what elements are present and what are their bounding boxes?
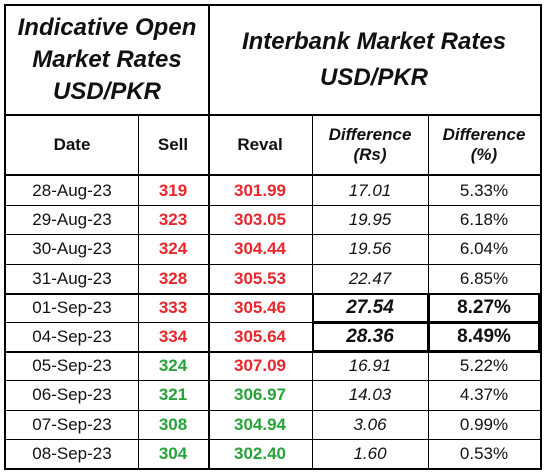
highlight-box xyxy=(312,292,429,323)
column-header-text: Difference xyxy=(328,125,412,144)
cell-dpct: 6.04% xyxy=(459,239,509,259)
cell-drs: 17.01 xyxy=(348,181,392,200)
cell-dpct: 6.18% xyxy=(459,210,509,230)
column-header-difference-pct: Difference (%) xyxy=(428,116,540,174)
highlight-box xyxy=(428,292,540,323)
cell-date: 31-Aug-23 xyxy=(32,268,112,288)
cell-reval: 305.46 xyxy=(234,297,286,317)
cell-reval: 307.09 xyxy=(234,356,286,376)
cell-dpct: 4.37% xyxy=(459,385,509,405)
cell-drs: 22.47 xyxy=(348,268,392,288)
cell-sell: 328 xyxy=(158,268,188,288)
cell-sell: 304 xyxy=(158,443,188,463)
rates-table: Indicative Open Market Rates USD/PKR Int… xyxy=(4,4,542,470)
column-header-text: (Rs) xyxy=(353,145,387,164)
column-header-text: Difference xyxy=(442,125,526,144)
cell-dpct: 5.22% xyxy=(459,356,509,376)
column-header-text: (%) xyxy=(470,145,498,164)
cell-dpct: 8.49% xyxy=(457,326,511,347)
row-divider xyxy=(6,409,540,411)
column-divider xyxy=(428,116,429,468)
cell-drs: 28.36 xyxy=(346,326,394,347)
cell-dpct: 5.33% xyxy=(459,181,509,200)
row-divider xyxy=(6,438,540,440)
row-divider xyxy=(6,351,540,354)
cell-reval: 304.44 xyxy=(234,239,286,259)
row-divider xyxy=(6,263,540,265)
column-header-date: Date xyxy=(6,116,138,174)
column-divider xyxy=(312,116,313,468)
cell-drs: 16.91 xyxy=(348,356,392,376)
cell-sell: 321 xyxy=(158,385,188,405)
cell-drs: 19.95 xyxy=(348,210,392,230)
cell-drs: 3.06 xyxy=(353,414,387,434)
row-divider xyxy=(6,234,540,236)
cell-date: 08-Sep-23 xyxy=(32,443,112,463)
cell-reval: 302.40 xyxy=(234,443,286,463)
cell-drs: 14.03 xyxy=(348,385,392,405)
column-header-text: Reval xyxy=(237,135,283,154)
cell-date: 07-Sep-23 xyxy=(32,414,112,434)
header-divider xyxy=(6,114,540,116)
row-divider xyxy=(6,322,540,323)
cell-sell: 334 xyxy=(158,327,188,346)
header-line: Interbank Market Rates xyxy=(241,28,507,55)
header-line: Indicative Open xyxy=(17,14,197,41)
header-line: USD/PKR xyxy=(52,78,161,105)
cell-reval: 303.05 xyxy=(234,210,286,230)
highlight-box xyxy=(312,322,429,353)
column-divider xyxy=(208,6,210,468)
cell-dpct: 0.99% xyxy=(459,414,509,434)
cell-reval: 301.99 xyxy=(234,181,286,200)
column-header-reval: Reval xyxy=(208,116,312,174)
interbank-header: Interbank Market Rates USD/PKR xyxy=(208,6,540,114)
cell-date: 28-Aug-23 xyxy=(32,181,112,200)
open-market-header: Indicative Open Market Rates USD/PKR xyxy=(6,6,210,114)
column-header-text: Date xyxy=(53,135,91,154)
cell-date: 30-Aug-23 xyxy=(32,239,112,259)
cell-reval: 305.64 xyxy=(234,327,286,346)
column-header-text: Sell xyxy=(157,135,189,154)
column-header-difference-rs: Difference (Rs) xyxy=(312,116,428,174)
cell-dpct: 6.85% xyxy=(459,268,509,288)
cell-sell: 324 xyxy=(158,356,188,376)
cell-dpct: 0.53% xyxy=(459,443,509,463)
cell-date: 06-Sep-23 xyxy=(32,385,112,405)
row-divider xyxy=(6,292,540,295)
highlight-box xyxy=(428,322,540,353)
cell-drs: 27.54 xyxy=(346,296,394,318)
cell-sell: 323 xyxy=(158,210,188,230)
cell-drs: 1.60 xyxy=(353,443,387,463)
cell-date: 01-Sep-23 xyxy=(32,297,112,317)
header-line: Market Rates xyxy=(32,46,182,73)
row-divider xyxy=(6,205,540,207)
cell-drs: 19.56 xyxy=(348,239,392,259)
cell-dpct: 8.27% xyxy=(457,296,511,318)
cell-date: 29-Aug-23 xyxy=(32,210,112,230)
cell-date: 04-Sep-23 xyxy=(32,327,112,346)
cell-reval: 304.94 xyxy=(234,414,286,434)
column-header-sell: Sell xyxy=(138,116,208,174)
cell-sell: 308 xyxy=(158,414,188,434)
row-divider xyxy=(6,380,540,382)
column-header-divider xyxy=(6,174,540,176)
column-divider xyxy=(138,116,139,468)
cell-sell: 333 xyxy=(158,297,188,317)
cell-sell: 319 xyxy=(158,181,188,200)
cell-date: 05-Sep-23 xyxy=(32,356,112,376)
header-line: USD/PKR xyxy=(319,64,428,91)
cell-reval: 305.53 xyxy=(234,268,286,288)
cell-sell: 324 xyxy=(158,239,188,259)
cell-reval: 306.97 xyxy=(234,385,286,405)
